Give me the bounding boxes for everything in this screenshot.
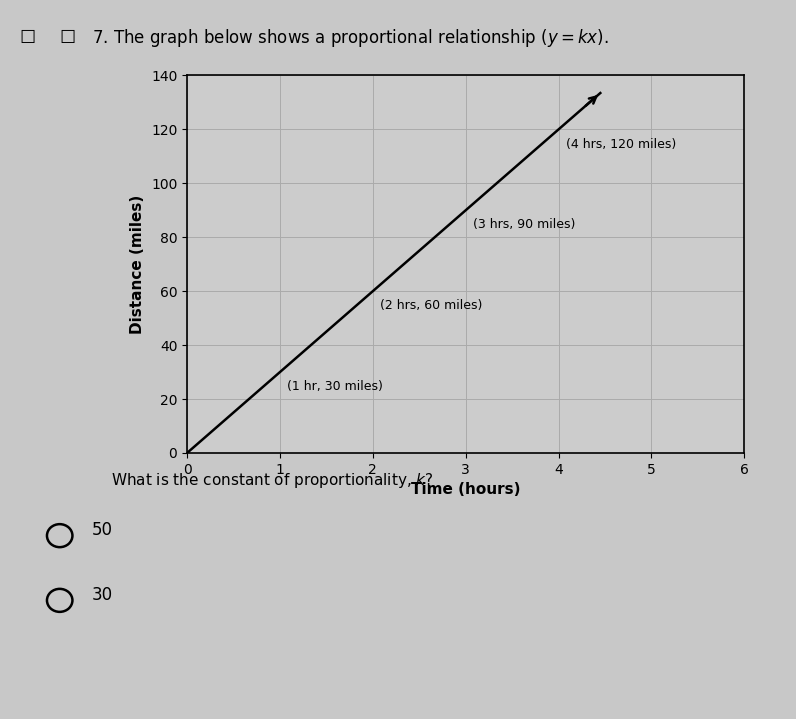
Text: 50: 50 bbox=[92, 521, 112, 539]
Text: What is the constant of proportionality, $k$?: What is the constant of proportionality,… bbox=[111, 471, 434, 490]
Text: (2 hrs, 60 miles): (2 hrs, 60 miles) bbox=[380, 299, 482, 312]
X-axis label: Time (hours): Time (hours) bbox=[411, 482, 521, 498]
Text: (1 hr, 30 miles): (1 hr, 30 miles) bbox=[287, 380, 383, 393]
Text: (4 hrs, 120 miles): (4 hrs, 120 miles) bbox=[566, 137, 677, 150]
Text: (3 hrs, 90 miles): (3 hrs, 90 miles) bbox=[473, 219, 576, 232]
Text: ☐: ☐ bbox=[60, 29, 76, 47]
Y-axis label: Distance (miles): Distance (miles) bbox=[131, 195, 146, 334]
Text: 30: 30 bbox=[92, 585, 113, 604]
Text: ☐: ☐ bbox=[20, 29, 36, 47]
Text: 7. The graph below shows a proportional relationship ($y = kx$).: 7. The graph below shows a proportional … bbox=[92, 27, 608, 49]
